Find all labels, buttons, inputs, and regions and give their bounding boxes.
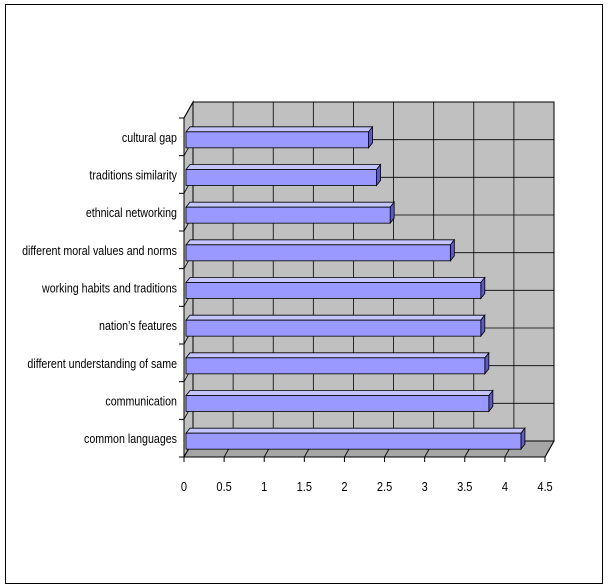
- bar-top-face: [185, 427, 526, 434]
- category-label: communication: [105, 393, 177, 408]
- bar: [185, 282, 482, 299]
- bar: [185, 244, 451, 262]
- x-tick-label: 1.5: [297, 479, 313, 494]
- bar-top-face: [185, 277, 486, 283]
- bar-chart: cultural gap traditions similarity ethnica…: [22, 100, 555, 494]
- category-label: working habits and traditions: [41, 280, 177, 295]
- category-label: common languages: [84, 431, 177, 446]
- category-label: nation’s features: [99, 318, 177, 333]
- side-wall-gridline: [183, 101, 194, 119]
- bar: [185, 432, 522, 450]
- bar: [185, 357, 486, 375]
- x-tick-label: 4.5: [537, 479, 553, 494]
- x-tick-label: 3.5: [457, 479, 473, 494]
- chart-back-wall: [192, 101, 555, 442]
- x-tick-label: 3: [422, 479, 428, 494]
- bar: [185, 206, 391, 224]
- floor-gridline: [544, 440, 555, 458]
- x-tick-label: 1: [261, 479, 267, 494]
- category-label: traditions similarity: [89, 167, 177, 182]
- bar-top-face: [185, 201, 396, 208]
- category-label: different moral values and norms: [22, 243, 177, 258]
- x-tick-label: 2.5: [377, 479, 393, 494]
- x-tick-label: 0: [181, 479, 187, 494]
- bar: [185, 395, 490, 412]
- category-label: ethnical networking: [86, 205, 177, 220]
- bar-top-face: [185, 164, 382, 170]
- x-tick-label: 0.5: [216, 479, 232, 494]
- bar-top-face: [185, 314, 486, 321]
- bar-top-face: [185, 390, 494, 396]
- bar: [185, 169, 377, 186]
- category-label: cultural gap: [122, 130, 177, 145]
- bar: [185, 319, 482, 337]
- x-tick-label: 4: [502, 479, 508, 494]
- bar-top-face: [185, 239, 456, 246]
- bar-top-face: [185, 126, 374, 133]
- bar: [185, 131, 369, 149]
- bar-top-face: [185, 352, 490, 359]
- category-label: different understanding of same: [27, 356, 177, 371]
- x-tick-label: 2: [341, 479, 347, 494]
